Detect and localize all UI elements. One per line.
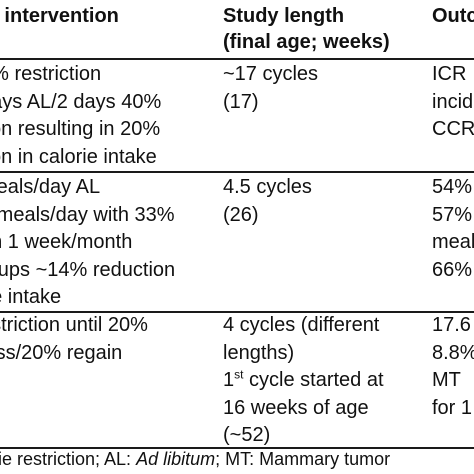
row-3-outcome-line: MT [432, 369, 461, 391]
row-1-study-length: ~17 cycles (17) [223, 61, 318, 116]
header-study-length: Study length [223, 5, 345, 27]
row-1-intervention-line: tion resulting in 20% [0, 118, 161, 140]
row-1-intervention: 0% restriction days AL/2 days 40% tion r… [0, 61, 161, 171]
row-1-study-length-line: (17) [223, 90, 259, 113]
table-bottom-rule [0, 447, 474, 449]
cycle-ordinal-suffix: st [234, 367, 244, 382]
row-2-intervention-line: 6 meals/day with 33% [0, 203, 175, 226]
row-2-rule [0, 311, 474, 313]
cycle-ordinal-number: 1 [223, 369, 235, 391]
footnote-italic: Ad libitum [136, 449, 216, 469]
row-3-outcome-line: for 1 [432, 396, 473, 419]
row-1-outcome-line: incid [432, 90, 474, 113]
row-2-intervention-line: meals/day AL [0, 176, 101, 198]
row-1-outcome: ICR incid CCR [432, 61, 474, 144]
row-2-intervention-line: on 1 week/month [0, 231, 133, 253]
row-1-intervention-line: days AL/2 days 40% [0, 90, 162, 113]
row-2-outcome-line: 57% [432, 203, 473, 226]
table-footnote: orie restriction; AL: Ad libitum; MT: Ma… [0, 448, 390, 470]
row-3-intervention-line: estriction until 20% [0, 314, 148, 336]
row-2-outcome: 54% 57% meal 66% [432, 174, 474, 284]
row-1-outcome-line: ICR [432, 63, 467, 85]
row-3-intervention: estriction until 20% loss/20% regain [0, 312, 148, 367]
header-rule [0, 58, 474, 60]
cycle-started-text: cycle started at [243, 369, 384, 391]
row-2-study-length: 4.5 cycles (26) [223, 174, 312, 229]
row-2-outcome-line: 54% [432, 176, 473, 198]
row-3-outcome-line: 17.6 [432, 314, 471, 336]
header-study-length-sub: (final age; weeks) [223, 31, 390, 53]
row-3-study-length-line: lengths) [223, 341, 295, 364]
row-2-outcome-line: 66% [432, 258, 473, 281]
row-3-study-length-line: 4 cycles (different [223, 314, 380, 336]
row-2-intervention-line: roups ~14% reduction [0, 258, 176, 281]
row-1-outcome-line: CCR [432, 118, 474, 140]
row-2-intervention-line: rie intake [0, 286, 62, 308]
row-2-study-length-line: (26) [223, 203, 259, 226]
row-2-study-length-line: 4.5 cycles [223, 176, 312, 198]
header-outcome: Outcome [432, 5, 474, 27]
row-2-intervention: meals/day AL 6 meals/day with 33% on 1 w… [0, 174, 175, 312]
row-1-study-length-line: ~17 cycles [223, 63, 319, 85]
row-3-outcome: 17.6 8.8% MT for 1 [432, 312, 474, 422]
row-3-study-length-line: (~52) [223, 424, 271, 446]
row-1-rule [0, 171, 474, 173]
row-3-intervention-line: loss/20% regain [0, 341, 123, 364]
header-intervention: of intervention [0, 5, 119, 27]
row-3-study-length: 4 cycles (different lengths) 1st cycle s… [223, 312, 384, 450]
footnote-part-3: ; MT: Mammary tumor [215, 449, 391, 469]
row-3-study-length-line: 16 weeks of age [223, 396, 369, 419]
row-2-outcome-line: meal [432, 231, 474, 253]
row-3-study-length-line: 1st cycle started at [223, 367, 384, 395]
row-1-intervention-line: tion in calorie intake [0, 145, 157, 168]
footnote-part-1: orie restriction; AL: [0, 449, 132, 469]
row-1-intervention-line: 0% restriction [0, 63, 102, 85]
row-3-outcome-line: 8.8% [432, 341, 474, 364]
